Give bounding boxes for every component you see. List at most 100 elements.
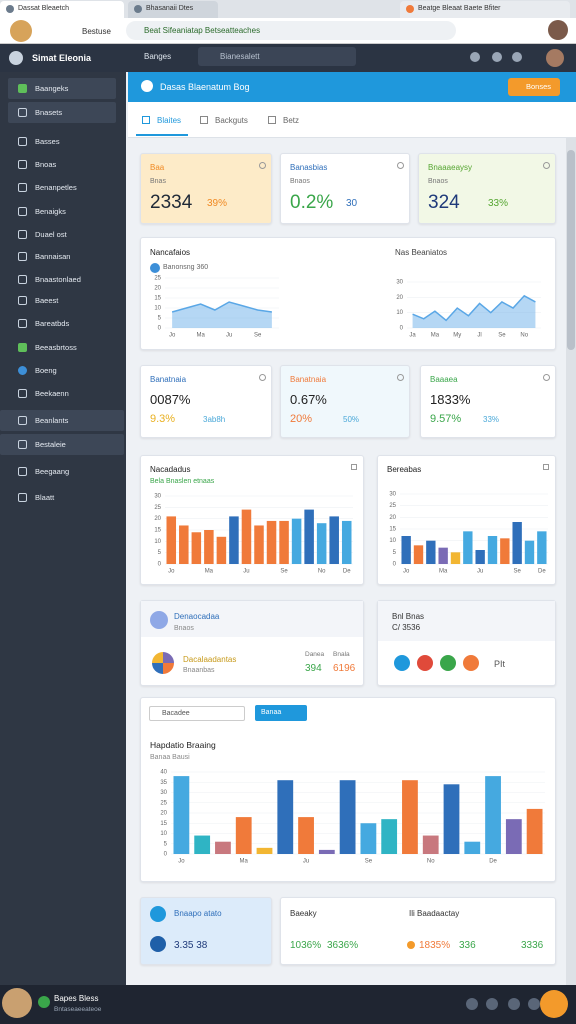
sidebar-item[interactable]: Bannaisan bbox=[0, 246, 124, 267]
close-icon[interactable] bbox=[543, 162, 550, 169]
sidebar-item[interactable]: Blaatt bbox=[0, 487, 124, 508]
sidebar-label[interactable]: Beeasbrtoss bbox=[35, 343, 77, 352]
sidebar-item[interactable]: Beegaang bbox=[0, 461, 124, 482]
app-icon[interactable] bbox=[417, 655, 433, 671]
sidebar-item[interactable]: Basses bbox=[0, 131, 124, 152]
toolbar-icon[interactable] bbox=[512, 52, 522, 62]
y-tick-label: 20 bbox=[389, 515, 396, 521]
sidebar-icon bbox=[18, 207, 27, 216]
tab-title[interactable]: Beatge Bleaat Baete Bfiter bbox=[418, 5, 501, 12]
taskbar-icon[interactable] bbox=[528, 998, 540, 1010]
taskbar-icon[interactable] bbox=[466, 998, 478, 1010]
close-icon[interactable] bbox=[259, 162, 266, 169]
filter-button-label[interactable]: Banaa bbox=[261, 709, 282, 716]
y-tick-label: 25 bbox=[154, 276, 161, 282]
user-avatar[interactable] bbox=[546, 49, 564, 67]
sidebar-label[interactable]: Benanpetles bbox=[35, 183, 77, 192]
filter-select[interactable]: Bacadee bbox=[149, 706, 245, 721]
close-icon[interactable] bbox=[397, 162, 404, 169]
sidebar-label[interactable]: Boeng bbox=[35, 366, 57, 375]
x-tick-label: Ma bbox=[205, 569, 214, 575]
close-icon[interactable] bbox=[543, 464, 549, 470]
search-placeholder[interactable]: Bianesalett bbox=[220, 52, 260, 61]
toolbar-icon[interactable] bbox=[492, 52, 502, 62]
sidebar-item[interactable]: Bestaleie bbox=[0, 434, 124, 455]
search-box[interactable]: Bianesalett bbox=[198, 47, 356, 66]
tab-icon[interactable] bbox=[200, 116, 208, 124]
info-card: Baeaky Ili Baadaactay 1036% 3636% 1835% 336 33… bbox=[280, 897, 556, 965]
menu-dropdown[interactable]: Banges bbox=[144, 52, 172, 61]
sidebar-label[interactable]: Benaigks bbox=[35, 207, 66, 216]
profile-avatar[interactable] bbox=[548, 20, 568, 40]
tab-icon[interactable] bbox=[268, 116, 276, 124]
sidebar-icon bbox=[18, 467, 27, 476]
sidebar-item[interactable]: Benaigks bbox=[0, 201, 124, 222]
filter-select-label[interactable]: Bacadee bbox=[162, 710, 190, 717]
url-bar[interactable]: Beat Sifeaniatap Betseatteaches bbox=[126, 21, 456, 40]
sidebar-label[interactable]: Bnaastonlaed bbox=[35, 275, 81, 284]
taskbar-icon[interactable] bbox=[508, 998, 520, 1010]
tab-title[interactable]: Bhasanaii Dtes bbox=[146, 5, 194, 12]
taskbar-action[interactable] bbox=[540, 990, 568, 1018]
chart-card: Bereabas 0 5 10 15 20 25 30 Jo Ma Ju Se De bbox=[377, 455, 556, 585]
close-icon[interactable] bbox=[259, 374, 266, 381]
sidebar-item[interactable]: Duael ost bbox=[0, 224, 124, 245]
browser-tab[interactable]: Dassat Bleaetch bbox=[0, 1, 124, 18]
header-button[interactable]: Bonses bbox=[508, 78, 560, 96]
sidebar-item[interactable]: Bnoas bbox=[0, 154, 124, 175]
user-photo[interactable] bbox=[2, 988, 32, 1018]
close-icon[interactable] bbox=[397, 374, 404, 381]
sidebar-item[interactable]: Beanlants bbox=[0, 410, 124, 431]
sidebar-label[interactable]: Bnasets bbox=[35, 108, 63, 117]
app-icon[interactable] bbox=[394, 655, 410, 671]
sidebar-label[interactable]: Bestaleie bbox=[35, 440, 66, 449]
sidebar-item[interactable]: Beeasbrtoss bbox=[0, 337, 124, 358]
x-tick-label: Ma bbox=[439, 569, 448, 575]
sidebar-icon bbox=[18, 343, 27, 352]
sidebar-label[interactable]: Beanlants bbox=[35, 416, 69, 425]
sidebar-item[interactable]: Bareatbds bbox=[0, 313, 124, 334]
sidebar-icon bbox=[18, 183, 27, 192]
sidebar-label[interactable]: Baeest bbox=[35, 296, 59, 305]
sidebar-item[interactable]: Boeng bbox=[0, 360, 124, 381]
tab-label[interactable]: Blaites bbox=[157, 116, 182, 125]
sidebar-item[interactable]: Baeest bbox=[0, 290, 124, 311]
sidebar-item[interactable]: Bnasets bbox=[8, 102, 116, 123]
sidebar-label[interactable]: Baangeks bbox=[35, 84, 69, 93]
browser-tab[interactable]: Bhasanaii Dtes bbox=[128, 1, 218, 18]
sidebar-label[interactable]: Bnoas bbox=[35, 160, 57, 169]
tab-title[interactable]: Dassat Bleaetch bbox=[18, 5, 69, 12]
tab-label[interactable]: Backguts bbox=[215, 116, 248, 125]
nav-label[interactable]: Bestuse bbox=[82, 27, 111, 36]
url-text[interactable]: Beat Sifeaniatap Betseatteaches bbox=[144, 26, 261, 35]
sidebar-item[interactable]: Beekaenn bbox=[0, 383, 124, 404]
close-icon[interactable] bbox=[543, 374, 550, 381]
sidebar-label[interactable]: Beegaang bbox=[35, 467, 70, 476]
sidebar-label[interactable]: Bareatbds bbox=[35, 319, 70, 328]
app-icon[interactable] bbox=[463, 655, 479, 671]
tab-label[interactable]: Betz bbox=[283, 116, 300, 125]
header-button-label[interactable]: Bonses bbox=[526, 82, 552, 91]
y-tick-label: 25 bbox=[160, 800, 167, 806]
x-tick-label: Se bbox=[498, 333, 506, 339]
filter-button[interactable]: Banaa bbox=[255, 705, 307, 721]
browser-tab[interactable]: Beatge Bleaat Baete Bfiter bbox=[400, 1, 570, 18]
taskbar-icon[interactable] bbox=[486, 998, 498, 1010]
sidebar-label[interactable]: Beekaenn bbox=[35, 389, 69, 398]
sidebar-label[interactable]: Duael ost bbox=[35, 230, 67, 239]
sidebar-label[interactable]: Basses bbox=[35, 137, 60, 146]
legend-dot bbox=[150, 263, 160, 273]
bar bbox=[179, 525, 189, 564]
sidebar-item[interactable]: Benanpetles bbox=[0, 177, 124, 198]
toolbar-icon[interactable] bbox=[470, 52, 480, 62]
tab-icon[interactable] bbox=[142, 116, 150, 124]
close-icon[interactable] bbox=[351, 464, 357, 470]
y-tick-label: 0 bbox=[400, 326, 404, 332]
sidebar-label[interactable]: Blaatt bbox=[35, 493, 55, 502]
app-icon[interactable] bbox=[440, 655, 456, 671]
sidebar-label[interactable]: Bannaisan bbox=[35, 252, 71, 261]
sidebar-item[interactable]: Bnaastonlaed bbox=[0, 269, 124, 290]
chart-svg: 0 5 10 15 20 25 30 Jo Ma Ju Se De bbox=[389, 492, 548, 575]
scroll-thumb[interactable] bbox=[567, 150, 575, 350]
sidebar-item[interactable]: Baangeks bbox=[8, 78, 116, 99]
